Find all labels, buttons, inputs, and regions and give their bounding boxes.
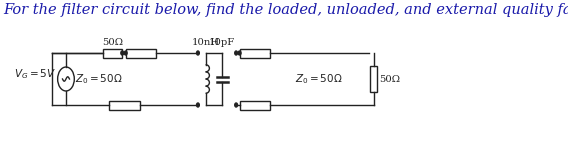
Text: 50Ω: 50Ω — [379, 75, 400, 84]
Bar — [370, 66, 377, 92]
Circle shape — [197, 51, 199, 55]
Bar — [103, 48, 122, 58]
Text: $V_G=5V$: $V_G=5V$ — [14, 67, 56, 81]
Bar — [109, 100, 140, 109]
Text: 50Ω: 50Ω — [102, 38, 123, 47]
Text: 10pF: 10pF — [209, 38, 235, 47]
Text: $Z_0=50\Omega$: $Z_0=50\Omega$ — [295, 72, 343, 86]
Circle shape — [235, 51, 237, 55]
Circle shape — [197, 103, 199, 107]
Bar — [240, 48, 270, 58]
Text: 10nH: 10nH — [191, 38, 220, 47]
Circle shape — [124, 51, 127, 55]
Circle shape — [235, 103, 237, 107]
Bar — [126, 48, 156, 58]
Text: For the filter circuit below, find the loaded, unloaded, and external quality fa: For the filter circuit below, find the l… — [3, 3, 568, 17]
Circle shape — [121, 51, 124, 55]
Text: $Z_0=50\Omega$: $Z_0=50\Omega$ — [76, 72, 123, 86]
Bar — [240, 100, 270, 109]
Circle shape — [238, 51, 241, 55]
